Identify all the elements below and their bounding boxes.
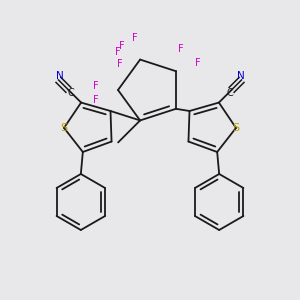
Text: C: C — [67, 88, 74, 98]
Text: F: F — [115, 46, 121, 57]
Text: F: F — [93, 81, 99, 91]
Text: S: S — [61, 123, 68, 133]
Text: F: F — [178, 44, 184, 54]
Text: F: F — [93, 95, 99, 105]
Text: N: N — [237, 71, 244, 81]
Text: S: S — [232, 123, 239, 133]
Text: N: N — [56, 71, 63, 81]
Text: F: F — [117, 58, 123, 69]
Text: F: F — [195, 58, 201, 68]
Text: F: F — [119, 40, 125, 51]
Text: C: C — [226, 88, 233, 98]
Text: F: F — [132, 33, 138, 43]
